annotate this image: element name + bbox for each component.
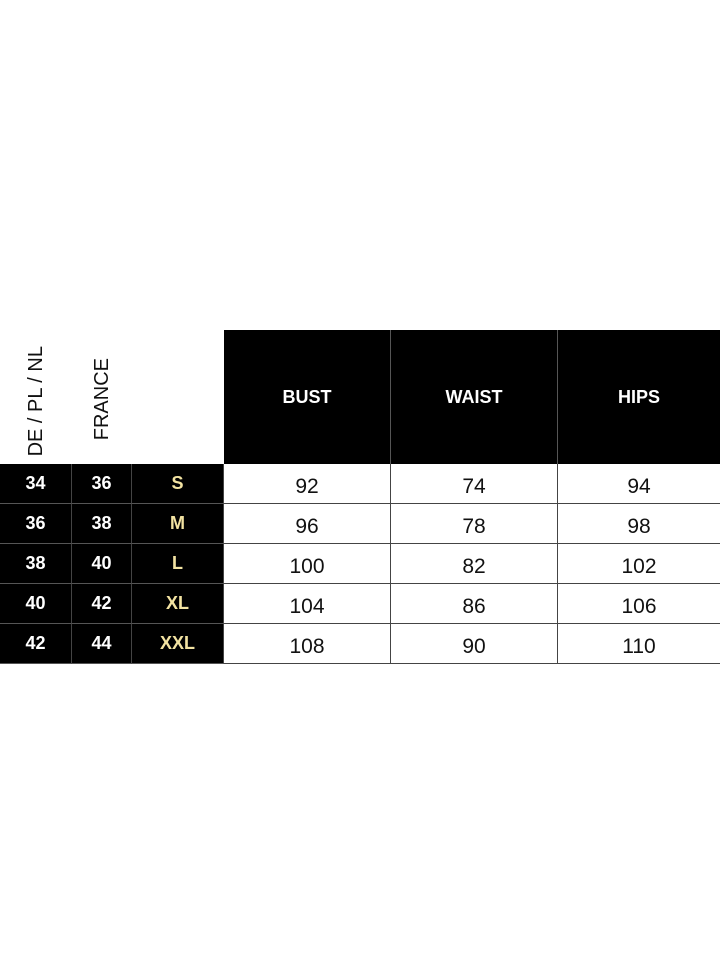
header-france-label: FRANCE — [91, 357, 113, 440]
table-row: 34 36 S 92 74 94 — [0, 464, 720, 504]
cell-hips: 98 — [558, 504, 720, 544]
cell-bust: 108 — [224, 624, 391, 664]
cell-fr: 44 — [72, 624, 132, 664]
cell-waist: 86 — [391, 584, 558, 624]
cell-de: 42 — [0, 624, 72, 664]
cell-fr: 42 — [72, 584, 132, 624]
cell-bust: 100 — [224, 544, 391, 584]
header-de-pl-nl: DE / PL / NL — [21, 328, 51, 456]
cell-de: 34 — [0, 464, 72, 504]
cell-size: S — [132, 464, 224, 504]
cell-hips: 102 — [558, 544, 720, 584]
cell-size: M — [132, 504, 224, 544]
cell-fr: 38 — [72, 504, 132, 544]
header-bust: BUST — [224, 330, 391, 464]
cell-bust: 96 — [224, 504, 391, 544]
cell-size: XL — [132, 584, 224, 624]
cell-de: 38 — [0, 544, 72, 584]
cell-fr: 40 — [72, 544, 132, 584]
header-waist: WAIST — [391, 330, 558, 464]
cell-bust: 92 — [224, 464, 391, 504]
cell-size: XXL — [132, 624, 224, 664]
table-row: 40 42 XL 104 86 106 — [0, 584, 720, 624]
cell-hips: 110 — [558, 624, 720, 664]
cell-hips: 94 — [558, 464, 720, 504]
table-row: 36 38 M 96 78 98 — [0, 504, 720, 544]
cell-size: L — [132, 544, 224, 584]
cell-waist: 90 — [391, 624, 558, 664]
header-de-pl-nl-label: DE / PL / NL — [25, 345, 47, 456]
table-row: 38 40 L 100 82 102 — [0, 544, 720, 584]
cell-waist: 74 — [391, 464, 558, 504]
cell-waist: 82 — [391, 544, 558, 584]
header-hips: HIPS — [558, 330, 720, 464]
cell-bust: 104 — [224, 584, 391, 624]
cell-fr: 36 — [72, 464, 132, 504]
table-row: 42 44 XXL 108 90 110 — [0, 624, 720, 664]
cell-de: 40 — [0, 584, 72, 624]
cell-waist: 78 — [391, 504, 558, 544]
cell-de: 36 — [0, 504, 72, 544]
cell-hips: 106 — [558, 584, 720, 624]
header-france: FRANCE — [87, 328, 117, 440]
